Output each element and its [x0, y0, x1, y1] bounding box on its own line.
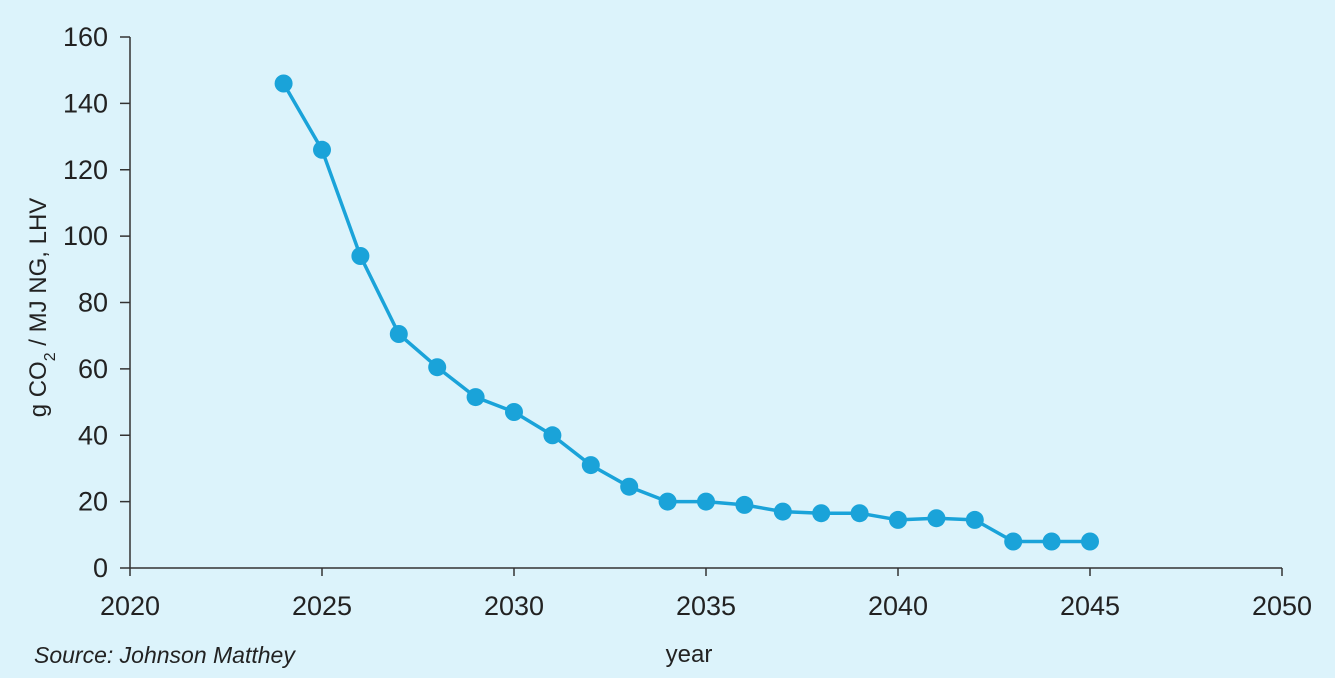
data-point	[389, 325, 408, 343]
y-tick-label: 120	[63, 155, 108, 185]
y-tick-label: 140	[63, 88, 108, 118]
x-tick-label: 2035	[676, 591, 736, 621]
x-tick-label: 2040	[868, 591, 928, 621]
axes	[120, 36, 1283, 576]
y-axis-title-part-2: / MJ NG, LHV	[25, 198, 52, 353]
series-line	[282, 82, 1090, 544]
y-tick-label: 80	[78, 288, 108, 318]
x-tick-label: 2045	[1060, 591, 1120, 621]
data-point	[889, 510, 907, 529]
data-point	[735, 495, 754, 514]
y-tick-label: 160	[63, 22, 108, 52]
data-point	[1081, 532, 1099, 551]
data-point	[965, 510, 984, 529]
y-axis-title-subscript: 2	[42, 352, 59, 361]
data-point	[1042, 532, 1061, 551]
data-point	[927, 509, 946, 528]
x-tick-label: 2030	[484, 591, 544, 621]
data-point	[697, 492, 715, 511]
x-axis-title: year	[666, 641, 713, 668]
x-tick-label: 2050	[1252, 591, 1312, 621]
y-tick-label: 20	[78, 487, 108, 517]
x-tick-label: 2025	[292, 591, 352, 621]
y-tick-label: 100	[63, 221, 108, 251]
y-tick-label: 0	[93, 553, 108, 583]
y-axis-title-part-1: g CO	[25, 361, 52, 417]
data-point	[620, 477, 639, 496]
data-point	[581, 456, 600, 475]
data-point	[658, 492, 677, 511]
y-tick-label: 40	[78, 420, 108, 450]
data-point	[466, 388, 485, 407]
data-point	[428, 358, 447, 377]
data-point	[351, 247, 370, 265]
y-axis-title: g CO2 / MJ NG, LHV	[25, 198, 59, 418]
data-point	[850, 504, 869, 523]
data-point	[773, 502, 792, 521]
y-tick-label: 60	[78, 354, 108, 384]
data-point	[812, 504, 831, 523]
data-point	[274, 74, 293, 93]
x-tick-label: 2020	[100, 591, 160, 621]
data-point	[1004, 532, 1023, 551]
data-point	[505, 403, 523, 421]
data-series	[274, 74, 1099, 551]
data-point	[313, 140, 331, 159]
source-note: Source: Johnson Matthey	[34, 642, 295, 668]
data-point	[543, 426, 562, 445]
